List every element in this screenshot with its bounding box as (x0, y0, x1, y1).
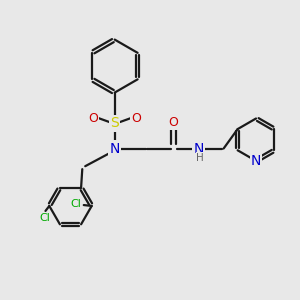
Text: Cl: Cl (39, 213, 50, 223)
Text: Cl: Cl (70, 200, 81, 209)
Text: S: S (110, 116, 119, 130)
Text: N: N (194, 142, 204, 155)
Text: O: O (88, 112, 98, 125)
Text: O: O (169, 116, 178, 128)
Text: O: O (131, 112, 141, 125)
Text: N: N (251, 154, 261, 168)
Text: H: H (196, 153, 204, 163)
Text: N: N (110, 142, 120, 155)
